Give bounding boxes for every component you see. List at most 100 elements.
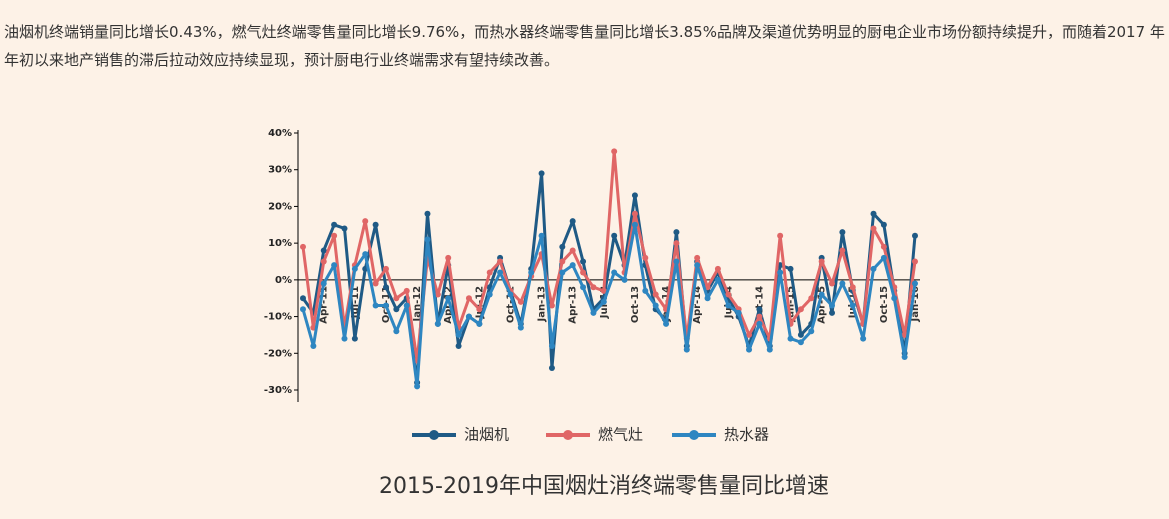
data-point [372, 280, 379, 287]
data-point [829, 302, 836, 309]
data-point [901, 353, 908, 360]
data-point [538, 232, 545, 239]
x-tick-label: Jul-15 [848, 286, 859, 319]
data-point [797, 339, 804, 346]
data-point [787, 335, 794, 342]
data-point [870, 265, 877, 272]
x-tick-label: Jan-16 [910, 286, 921, 323]
chart-caption: 2015-2019年中国烟灶消终端零售量同比增速 [379, 474, 829, 499]
data-point [362, 218, 369, 225]
data-point [559, 269, 566, 276]
data-point [434, 320, 441, 327]
data-point [331, 221, 338, 228]
x-tick-label: Apr-15 [817, 286, 828, 324]
data-point [455, 331, 462, 338]
data-point [631, 192, 638, 199]
x-tick-label: Oct-14 [754, 286, 765, 323]
data-point [300, 243, 306, 250]
y-tick-label: -20% [264, 348, 292, 359]
data-point [331, 232, 338, 239]
data-point [465, 295, 472, 302]
data-point [600, 287, 607, 294]
x-tick-label: Apr-14 [692, 286, 703, 324]
data-point [673, 229, 680, 236]
data-point [486, 269, 493, 276]
data-point [403, 287, 410, 294]
data-point [548, 302, 555, 309]
data-point [621, 276, 628, 283]
data-point [808, 295, 815, 302]
data-point [393, 295, 400, 302]
paragraph: 油烟机终端销量同比增长0.43%，燃气灶终端零售量同比增长9.76%，而热水器终… [4, 23, 1165, 69]
data-point [849, 302, 856, 309]
data-point [580, 269, 587, 276]
data-point [704, 295, 711, 302]
legend-item: 燃气灶 [546, 426, 643, 444]
y-tick-label: -10% [264, 312, 292, 323]
legend-label: 油烟机 [464, 426, 509, 444]
data-point [424, 236, 431, 243]
data-point [497, 258, 504, 265]
data-point [912, 258, 918, 265]
data-point [694, 254, 701, 261]
y-tick-label: -30% [264, 385, 292, 396]
data-point [548, 342, 555, 349]
y-tick-label: 10% [268, 238, 292, 249]
legend-marker [563, 430, 573, 440]
data-point [652, 302, 659, 309]
data-point [569, 218, 576, 225]
data-point [320, 247, 327, 254]
data-point [382, 302, 389, 309]
data-point [569, 262, 576, 269]
data-point [735, 309, 742, 316]
data-point [777, 269, 784, 276]
y-tick-label: 0% [275, 275, 292, 286]
data-point [860, 335, 867, 342]
data-point [756, 306, 763, 313]
data-point [486, 291, 493, 298]
data-point [694, 262, 701, 269]
data-point [725, 302, 732, 309]
data-point [341, 225, 348, 232]
data-point [642, 254, 649, 261]
data-point [746, 346, 753, 353]
data-point [403, 302, 410, 309]
data-point [351, 335, 358, 342]
data-point [331, 262, 338, 269]
data-point [569, 247, 576, 254]
x-tick-label: Jan-15 [786, 286, 797, 323]
data-point [870, 225, 877, 232]
data-point [372, 221, 379, 228]
data-point [559, 243, 566, 250]
data-point [725, 291, 732, 298]
x-tick-label: Apr-13 [568, 286, 579, 324]
data-point [538, 170, 545, 177]
data-point [818, 258, 825, 265]
data-point [393, 328, 400, 335]
legend-marker [689, 430, 699, 440]
data-point [372, 302, 379, 309]
data-point [631, 221, 638, 228]
legend-marker [429, 430, 439, 440]
data-point [663, 320, 670, 327]
data-point [600, 298, 607, 305]
series-line [301, 223, 917, 388]
data-point [341, 335, 348, 342]
data-point [362, 251, 369, 258]
data-point [673, 240, 680, 247]
data-point [590, 309, 597, 316]
data-point [351, 265, 358, 272]
y-tick-label: 20% [268, 201, 292, 212]
x-tick-label: Oct-12 [505, 286, 516, 323]
data-point [382, 284, 389, 291]
x-tick-label: Oct-13 [630, 286, 641, 323]
data-point [756, 320, 763, 327]
x-tick-label: Jul-14 [723, 286, 734, 319]
data-point [300, 306, 306, 313]
data-point [797, 331, 804, 338]
data-point [445, 295, 452, 302]
x-tick-label: Jan-12 [412, 286, 423, 323]
data-point [580, 284, 587, 291]
data-point [756, 313, 763, 320]
